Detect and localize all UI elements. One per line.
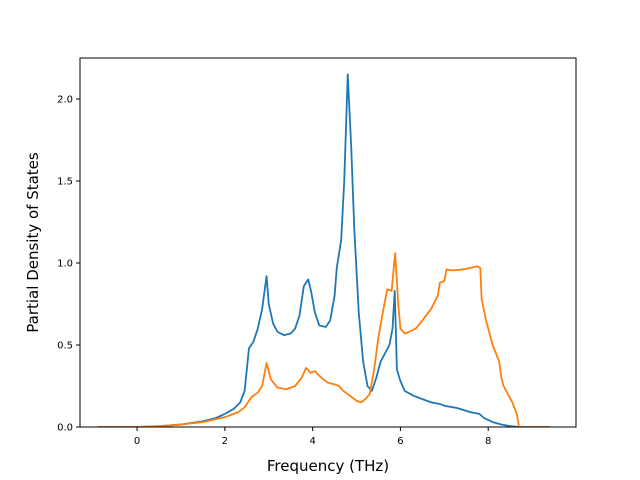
y-tick-label: 2.0: [57, 95, 73, 106]
series-line-2: [97, 252, 550, 427]
x-axis-ticks: 0 2 4 6 8: [134, 427, 491, 447]
series-line-1: [97, 73, 550, 427]
y-tick-label: 1.0: [57, 259, 73, 270]
x-tick-label: 8: [485, 436, 491, 447]
y-axis-ticks: 0.0 0.5 1.0 1.5 2.0: [57, 95, 80, 434]
x-tick-label: 2: [222, 436, 228, 447]
x-axis-title: Frequency (THz): [267, 457, 389, 475]
axes-frame: [79, 57, 577, 428]
plot-area: [97, 73, 550, 427]
y-tick-label: 1.5: [57, 177, 73, 188]
x-tick-label: 0: [134, 436, 140, 447]
y-tick-label: 0.5: [57, 341, 73, 352]
x-tick-label: 6: [397, 436, 403, 447]
x-tick-label: 4: [309, 436, 315, 447]
y-tick-label: 0.0: [57, 423, 73, 434]
y-axis-title: Partial Density of States: [24, 152, 42, 333]
